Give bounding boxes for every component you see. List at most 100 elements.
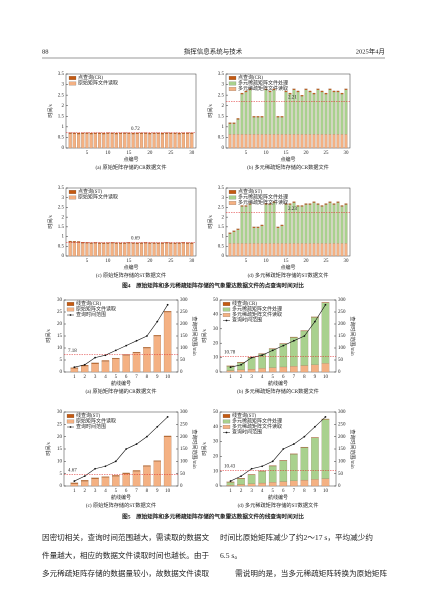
bar-segment — [244, 205, 248, 207]
line-point — [303, 335, 306, 337]
bar-segment — [156, 243, 160, 257]
bar-segment — [118, 132, 123, 134]
x-tick-label: 20 — [304, 151, 310, 156]
bar-segment — [328, 201, 332, 203]
body-line: 件量越大，相应的数据文件读取时间也越长。由于 — [42, 550, 209, 560]
bar-segment — [127, 243, 131, 257]
legend-swatch — [222, 307, 231, 312]
bar-segment — [169, 132, 173, 134]
bar-segment — [292, 88, 296, 90]
x-tick-label: 10 — [105, 151, 111, 156]
x-tick-label: 6 — [282, 375, 285, 380]
bar-segment — [237, 362, 245, 370]
legend-swatch — [68, 81, 77, 86]
y2-tick-label: 300 — [180, 298, 188, 303]
bar-segment — [336, 91, 340, 135]
y-tick-label: 1.5 — [58, 114, 65, 119]
bar-segment — [169, 243, 173, 257]
bar-segment — [256, 134, 260, 149]
bar-segment — [106, 243, 110, 257]
line-point — [229, 480, 232, 482]
y2-tick-label: 50 — [338, 472, 344, 477]
bar-segment — [122, 355, 130, 373]
bar-segment — [279, 366, 288, 373]
reference-label: 2.21 — [288, 95, 297, 100]
bar-segment — [114, 132, 118, 135]
x-tick-label: 10 — [323, 375, 329, 380]
bar-segment — [144, 242, 148, 244]
y-tick-label: 2 — [222, 104, 225, 109]
legend-swatch — [68, 195, 77, 200]
bar-segment — [156, 132, 160, 134]
bar-segment — [89, 243, 93, 257]
bar-segment — [248, 243, 252, 257]
legend-swatch — [222, 414, 231, 418]
bar-segment — [324, 93, 328, 135]
bar-segment — [228, 123, 232, 135]
bar-segment — [316, 204, 320, 244]
y-tick-label: 10 — [57, 459, 63, 464]
x-tick-label: 5 — [115, 375, 118, 380]
y2-tick-label: 300 — [338, 298, 346, 303]
line-point — [114, 460, 117, 463]
reference-label: 0.72 — [131, 127, 140, 132]
body-line: 时间比原始矩阵减少了约2～17 s，平均减少约 — [220, 532, 373, 542]
bar-segment — [132, 470, 141, 472]
bar-segment — [311, 437, 319, 480]
y-tick-label: 40 — [213, 313, 219, 318]
bar-segment — [177, 132, 181, 135]
y-tick-label: 0.5 — [58, 244, 65, 249]
bar-segment — [300, 447, 309, 481]
bar-segment — [336, 243, 340, 257]
legend-label: 查询时间范围 — [76, 311, 106, 318]
bar-segment — [292, 201, 296, 203]
bar-segment — [332, 204, 336, 244]
bar-segment — [320, 90, 324, 93]
bar-segment — [316, 203, 320, 205]
y-tick-label: 3.5 — [218, 72, 225, 77]
legend-label: 查询时间范围 — [232, 429, 262, 436]
line-point — [83, 363, 86, 366]
x-axis-title: 点编号 — [280, 156, 295, 163]
x-tick-label: 20 — [147, 151, 153, 156]
bar-segment — [280, 243, 284, 257]
bar-segment — [91, 363, 99, 373]
y2-tick-label: 100 — [338, 346, 346, 351]
y2-tick-label: 250 — [180, 310, 188, 315]
y2-tick-label: 0 — [180, 370, 183, 375]
bar-segment — [181, 133, 185, 149]
bar-segment — [296, 91, 300, 135]
bar-segment — [144, 133, 148, 149]
bar-segment — [236, 118, 240, 120]
y-tick-label: 3.5 — [58, 72, 65, 77]
bar-segment — [247, 483, 256, 487]
bar-segment — [324, 92, 328, 95]
bar-segment — [284, 134, 288, 149]
legend-label: 多元稀疏矩阵文件处理 — [232, 306, 282, 313]
line-point — [146, 335, 148, 337]
bar-segment — [344, 243, 348, 257]
x-tick-label: 25 — [324, 151, 330, 156]
y-tick-label: 3 — [62, 83, 65, 88]
x-axis-title: 点编号 — [123, 156, 138, 163]
bar-segment — [280, 225, 284, 244]
bar-segment — [340, 205, 344, 207]
legend-label: 多元稀疏矩阵文件处理 — [238, 80, 288, 87]
bar-segment — [112, 358, 120, 373]
bar-segment — [81, 243, 85, 257]
y-tick-label: 1 — [62, 235, 65, 240]
bar-segment — [240, 205, 244, 207]
bar-segment — [237, 369, 245, 373]
bar-segment — [316, 134, 320, 149]
bar-segment — [308, 204, 312, 244]
x-tick-label: 6 — [125, 489, 128, 494]
bar-segment — [244, 243, 248, 257]
x-tick-label: 25 — [168, 259, 174, 264]
bar-segment — [279, 481, 288, 487]
bar-segment — [156, 133, 160, 149]
bar-segment — [102, 242, 106, 244]
bar-segment — [101, 476, 110, 478]
bar-segment — [300, 205, 304, 207]
x-tick-label: 20 — [147, 259, 153, 264]
bar-segment — [68, 132, 72, 134]
